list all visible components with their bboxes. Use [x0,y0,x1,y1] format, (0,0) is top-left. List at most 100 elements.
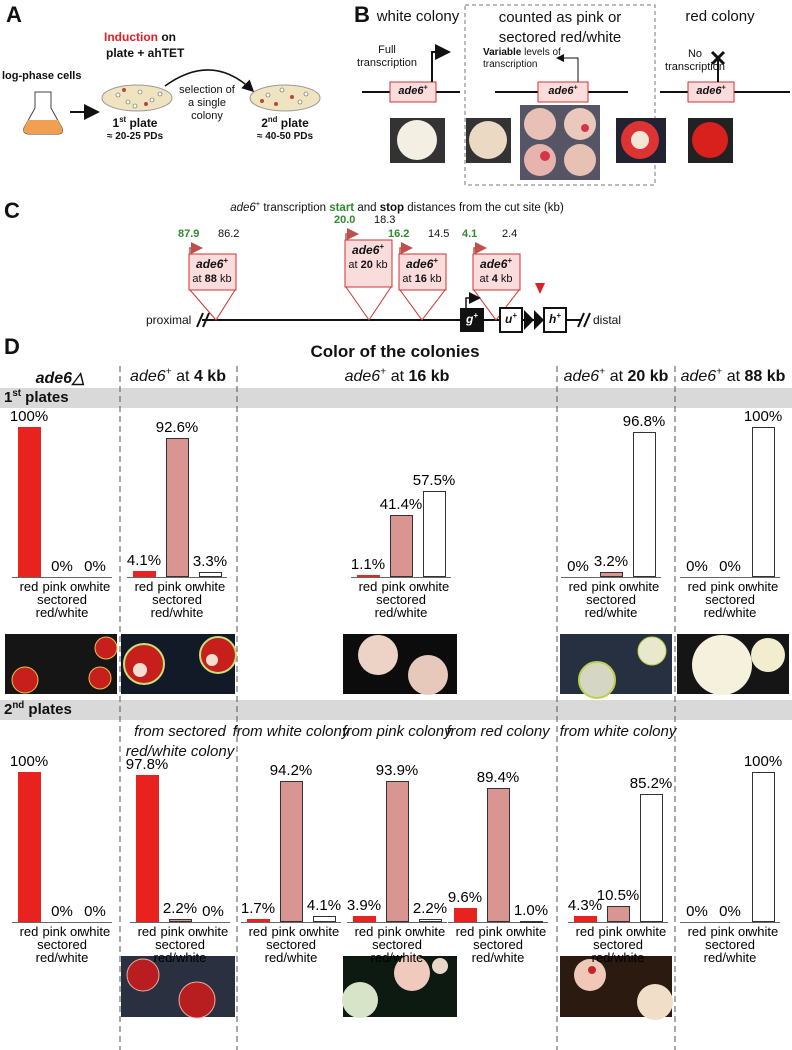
category-label: pink or sectored red/white [703,924,757,965]
value-label: 3.9% [346,897,382,915]
category-label: red [687,924,707,939]
column-name: ade6△ [35,370,85,387]
category-label: pink or sectored red/white [370,924,424,965]
gene-sup: + [379,242,384,251]
bar [751,427,775,577]
red-colony-title: red colony [685,8,755,25]
panel-c-title: ade6+ transcription start and stop dista… [230,200,564,214]
bar [279,780,303,922]
kb: 4 [491,273,498,285]
category-label: white [194,579,226,594]
row-sup: st [12,388,22,399]
plate1-word: plate [126,116,158,130]
category-label: pink or sectored red/white [35,924,89,965]
value-label: 9.6% [447,888,483,906]
bar [17,772,41,922]
value-label: 4.3% [567,896,603,914]
start-word: start [329,202,355,214]
value-label: 92.6% [155,419,199,437]
marker-label: g+ [466,312,478,326]
bar [132,570,156,577]
value-label: 4.1% [306,896,342,914]
variable-transcription: Variable levels of transcription [483,47,561,71]
bar [356,575,380,577]
category-label: pink or sectored red/white [153,924,207,965]
category-label: pink or sectored red/white [471,924,525,965]
insert-gene: ade6+ [406,257,438,271]
value-label: 89.4% [476,768,520,786]
title-part: and [354,202,380,214]
panel-label: A [6,2,22,27]
chart-subtitle: from pink colony [342,723,452,740]
value-label: 100% [743,408,783,425]
category-label: red [248,924,268,939]
value-label: 3.2% [593,553,629,571]
category-label: white [79,924,111,939]
plate2-sup: nd [267,115,278,124]
at: at [386,368,409,385]
category-label: pink or sectored red/white [591,924,645,965]
kb: 16 [414,273,427,285]
category-label: red [137,924,157,939]
value-label: 3.3% [192,553,228,571]
bar [312,915,336,922]
chart-subtitle: from red colony [446,723,550,740]
category-label: red [455,924,475,939]
row-sup: nd [12,700,25,711]
value-label: 0% [719,903,741,920]
variable-bold: Variable [483,47,522,58]
value-label: 100% [9,408,49,425]
chart-subtitle: from white colony [559,723,677,740]
bar [573,915,597,922]
bar [486,787,510,922]
marker: u [505,312,513,326]
gene-sup: + [433,256,438,265]
value-label: 0% [686,558,708,575]
value-label: 0% [719,558,741,575]
gene-sup: + [716,366,723,378]
at: at [348,259,361,271]
gene-sup: + [573,83,578,92]
value-label: 0% [686,903,708,920]
gene: ade6 [680,368,717,385]
value-label: 0% [567,558,589,575]
bar [632,431,656,577]
kb: 20 kb [627,368,669,385]
row-num: 1 [4,389,13,406]
gene: ade6 [130,368,166,385]
value-label: 4.1% [126,551,162,569]
at: at [171,368,194,385]
title-part: transcription [260,202,330,214]
bar [639,794,663,922]
bar [606,906,630,922]
category-label: white [308,924,340,939]
category-label: white [747,579,779,594]
category-label: pink or sectored red/white [35,579,89,620]
row-label: 1st plates [4,389,69,406]
category-label: pink or sectored red/white [703,579,757,620]
category-label: red [575,924,595,939]
category-label: pink or sectored red/white [264,924,318,965]
gene: ade6 [406,257,434,271]
gene: ade6 [230,202,256,214]
plate-ahtet: plate + ahTET [106,46,185,60]
gene: ade6 [563,368,600,385]
value-label: 0% [84,903,106,920]
insert-gene: ade6+ [480,257,512,271]
value-label: 100% [9,753,49,770]
plate2-label: 2nd plate [261,116,309,130]
category-label: red [358,579,378,594]
baseline [12,577,112,578]
variable-rest: levels of transcription [483,47,561,70]
at: at [192,273,205,285]
kb: 4 kb [193,368,226,385]
start-distance: 4.1 [462,228,478,240]
category-label: white [79,579,111,594]
insert-gene: ade6+ [352,243,384,257]
baseline [568,922,668,923]
category-label: white [635,924,667,939]
gene: ade6 [696,85,722,97]
plate1-pds: ≈ 20-25 PDs [106,131,164,142]
stop-distance: 86.2 [218,228,240,240]
